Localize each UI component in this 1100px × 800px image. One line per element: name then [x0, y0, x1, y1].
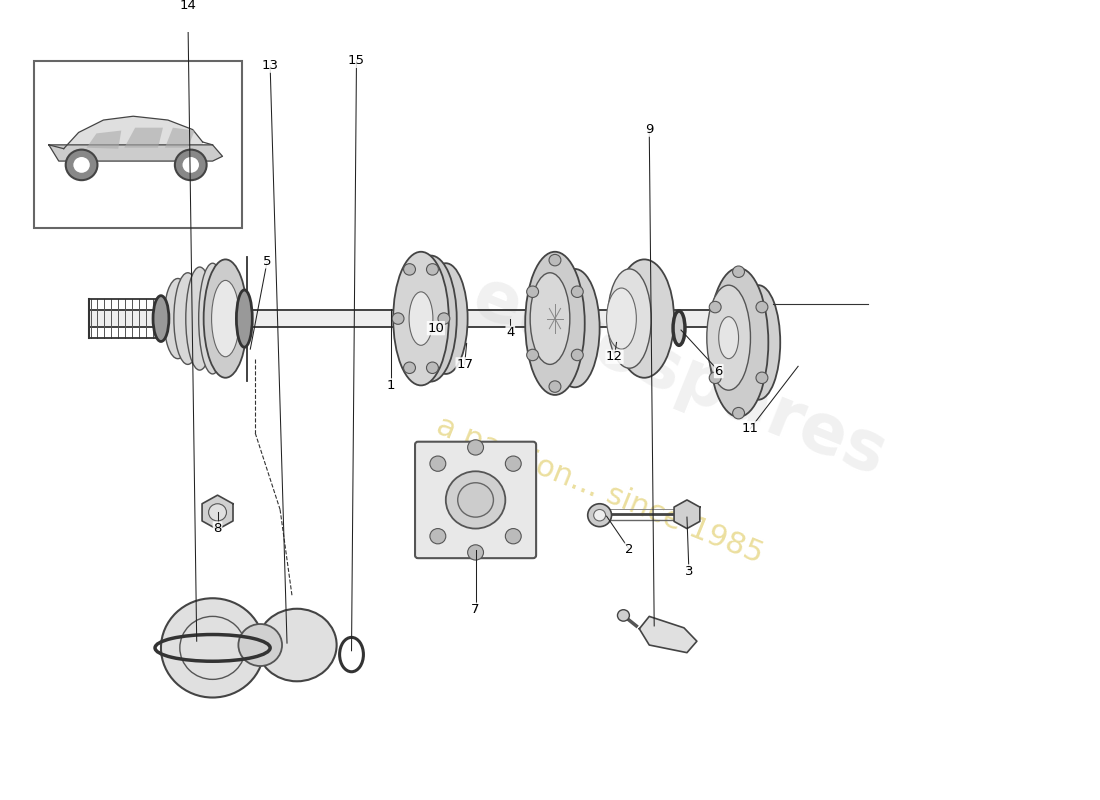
Polygon shape: [165, 128, 195, 148]
Ellipse shape: [708, 268, 768, 417]
Circle shape: [505, 529, 521, 544]
Text: 10: 10: [428, 322, 444, 334]
Text: 5: 5: [263, 255, 272, 268]
Circle shape: [161, 598, 264, 698]
Text: 2: 2: [625, 543, 634, 556]
Ellipse shape: [174, 273, 201, 364]
Circle shape: [430, 456, 446, 471]
Text: a passion... since 1985: a passion... since 1985: [432, 411, 768, 570]
Circle shape: [710, 302, 722, 313]
Polygon shape: [64, 116, 202, 161]
Circle shape: [527, 350, 539, 361]
Circle shape: [468, 440, 484, 455]
Polygon shape: [639, 616, 697, 653]
Circle shape: [175, 150, 207, 180]
Circle shape: [571, 350, 583, 361]
Circle shape: [430, 529, 446, 544]
Polygon shape: [202, 495, 233, 530]
Ellipse shape: [164, 278, 191, 358]
Polygon shape: [124, 128, 163, 148]
Text: 7: 7: [471, 603, 480, 616]
Circle shape: [404, 362, 416, 374]
Ellipse shape: [424, 263, 468, 374]
Circle shape: [468, 545, 484, 560]
Polygon shape: [87, 130, 121, 149]
Circle shape: [182, 156, 200, 174]
Ellipse shape: [606, 288, 636, 349]
FancyBboxPatch shape: [88, 310, 744, 327]
Circle shape: [427, 264, 439, 275]
Text: 4: 4: [506, 326, 515, 339]
Circle shape: [571, 286, 583, 298]
Ellipse shape: [615, 259, 674, 378]
Text: eurospares: eurospares: [463, 262, 895, 490]
Circle shape: [66, 150, 98, 180]
Ellipse shape: [257, 609, 337, 682]
Ellipse shape: [153, 296, 169, 342]
FancyBboxPatch shape: [34, 61, 242, 228]
Text: 3: 3: [684, 565, 693, 578]
Text: 9: 9: [645, 123, 653, 136]
Circle shape: [404, 264, 416, 275]
Text: 13: 13: [262, 59, 278, 72]
Circle shape: [756, 372, 768, 383]
Ellipse shape: [673, 311, 685, 346]
Ellipse shape: [393, 252, 449, 386]
Ellipse shape: [737, 285, 780, 400]
Ellipse shape: [550, 269, 600, 387]
Text: 17: 17: [456, 358, 473, 371]
Ellipse shape: [446, 471, 505, 529]
Ellipse shape: [204, 259, 248, 378]
Polygon shape: [674, 500, 700, 529]
Circle shape: [733, 407, 745, 419]
Ellipse shape: [409, 292, 433, 346]
FancyBboxPatch shape: [415, 442, 536, 558]
Ellipse shape: [530, 273, 570, 364]
Circle shape: [73, 156, 90, 174]
Circle shape: [617, 610, 629, 621]
Circle shape: [438, 313, 450, 324]
Circle shape: [392, 313, 404, 324]
Circle shape: [209, 504, 227, 521]
Ellipse shape: [525, 252, 585, 395]
Circle shape: [710, 372, 722, 383]
Text: 14: 14: [179, 0, 196, 12]
Ellipse shape: [211, 280, 240, 357]
Circle shape: [527, 286, 539, 298]
Circle shape: [756, 302, 768, 313]
Circle shape: [549, 254, 561, 266]
Ellipse shape: [186, 267, 213, 370]
Text: 11: 11: [742, 422, 759, 435]
Ellipse shape: [239, 624, 282, 666]
Circle shape: [505, 456, 521, 471]
Ellipse shape: [405, 255, 456, 382]
Text: 12: 12: [606, 350, 623, 363]
Circle shape: [427, 362, 439, 374]
Text: 6: 6: [715, 365, 723, 378]
Ellipse shape: [607, 269, 651, 368]
Text: 8: 8: [213, 522, 222, 535]
Circle shape: [549, 381, 561, 392]
Ellipse shape: [707, 285, 750, 390]
Text: 15: 15: [348, 54, 365, 67]
Ellipse shape: [199, 263, 227, 374]
Text: 1: 1: [387, 379, 396, 392]
Ellipse shape: [236, 290, 252, 347]
Circle shape: [733, 266, 745, 278]
Circle shape: [594, 510, 606, 521]
Ellipse shape: [718, 317, 738, 358]
Circle shape: [587, 504, 612, 526]
Polygon shape: [48, 145, 222, 161]
Ellipse shape: [458, 482, 494, 517]
